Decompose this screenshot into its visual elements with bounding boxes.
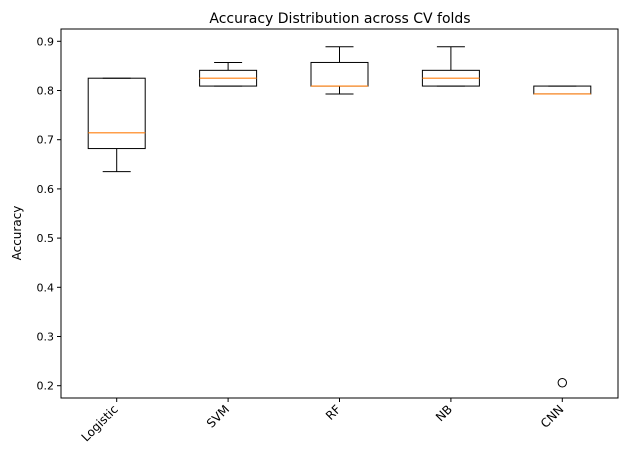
plot-frame: [60, 28, 619, 399]
y-tick-label-7: 0.9: [37, 35, 55, 48]
plot-area: 0.2 0.3 0.4 0.5 0.6 0.7 0.8 0.9 Logistic SVM RF NB C…: [37, 35, 592, 444]
box-4: [533, 85, 592, 95]
chart-title: Accuracy Distribution across CV folds: [209, 11, 470, 27]
y-tick-label-0: 0.2: [37, 380, 55, 393]
y-tick-label-4: 0.6: [37, 183, 55, 196]
x-tick-label-2: RF: [323, 402, 344, 423]
outlier-4-0: [557, 378, 567, 388]
y-tick-label-6: 0.8: [37, 85, 55, 98]
box-0: [87, 77, 146, 150]
y-tick-label-2: 0.4: [37, 281, 55, 294]
box-2: [310, 61, 369, 87]
y-tick-label-3: 0.5: [37, 232, 55, 245]
y-tick-label-5: 0.7: [37, 134, 55, 147]
y-axis-label: Accuracy: [10, 206, 24, 261]
x-tick-label-1: SVM: [204, 402, 232, 430]
x-tick-label-3: NB: [433, 402, 455, 424]
y-tick-label-1: 0.3: [37, 331, 55, 344]
x-tick-label-0: Logistic: [79, 402, 121, 444]
x-tick-label-4: CNN: [538, 402, 567, 431]
